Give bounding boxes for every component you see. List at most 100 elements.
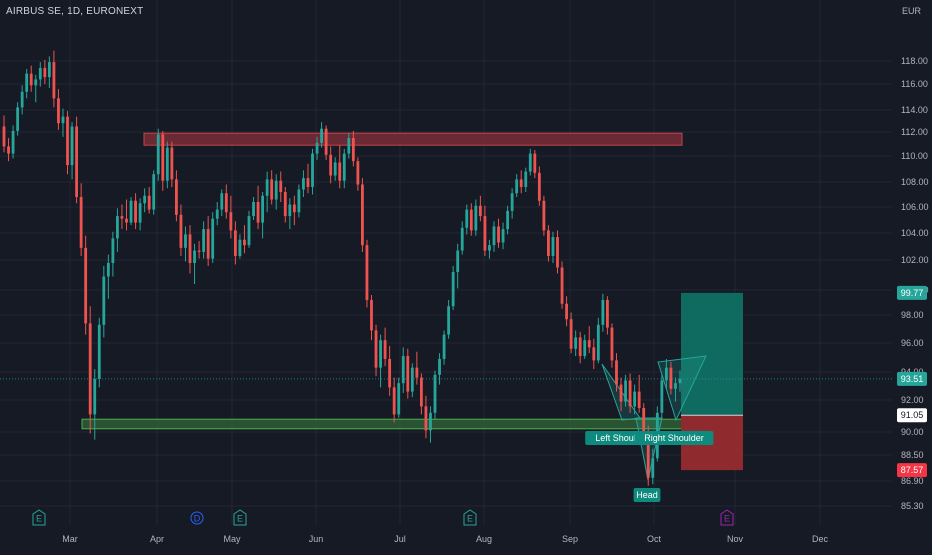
event-marker-0[interactable]: E [32, 509, 46, 526]
candle [651, 448, 655, 485]
candle-body [206, 229, 210, 259]
candle-body [478, 205, 482, 217]
x-tick-label: Jul [394, 534, 406, 544]
candle [265, 171, 269, 213]
candle-body [474, 205, 478, 231]
y-tick-label: 118.00 [901, 56, 928, 66]
candle-body [138, 203, 142, 223]
candle [311, 148, 314, 195]
candle-body [292, 204, 296, 213]
event-marker-4[interactable]: E [720, 509, 734, 526]
candle [410, 363, 414, 398]
event-marker-1[interactable]: D [190, 511, 204, 525]
earnings-marker-shape [32, 509, 46, 526]
event-marker-3[interactable]: E [463, 509, 477, 526]
candle [302, 170, 305, 197]
candle [38, 62, 42, 87]
candle [197, 241, 201, 259]
candle-body [61, 116, 65, 124]
candle [537, 166, 541, 206]
candle [120, 204, 124, 230]
event-marker-label: E [237, 514, 243, 524]
price-axis[interactable]: 118.00 116.00 114.00 112.00 110.00 108.00 106.… [901, 56, 929, 511]
currency-label: EUR [902, 6, 922, 16]
candle-body [547, 230, 550, 256]
candle [533, 150, 537, 179]
candle [669, 361, 673, 395]
candle-body [347, 138, 351, 154]
candle [392, 377, 396, 423]
head-label-text: Head [636, 490, 658, 500]
y-tick-label: 108.00 [901, 177, 929, 187]
candle-body [333, 162, 337, 176]
candle [29, 65, 33, 92]
resistance-zone[interactable] [143, 132, 683, 146]
candle [370, 295, 373, 341]
candle [388, 345, 392, 396]
candle [229, 195, 233, 239]
candle [233, 221, 237, 265]
right-shoulder-label-text: Right Shoulder [644, 433, 704, 443]
candle-body [678, 378, 682, 384]
candle-body [88, 323, 92, 415]
candle [206, 216, 210, 266]
candle [97, 317, 101, 388]
candle [347, 133, 351, 159]
candle-body [451, 272, 455, 307]
candle-body [156, 134, 160, 175]
candle [329, 146, 333, 184]
candle [619, 377, 623, 412]
badge-value: 91.05 [901, 410, 924, 420]
y-tick-label: 98.00 [901, 310, 924, 320]
candle-body [442, 334, 446, 359]
candle [125, 199, 128, 231]
y-tick-label: 110.00 [901, 151, 928, 161]
candle-body [379, 340, 382, 368]
candle-body [419, 377, 423, 407]
time-axis[interactable]: Mar Apr May Jun Jul Aug Sep Oct Nov Dec [62, 534, 828, 544]
badge-value: 93.51 [901, 374, 924, 384]
support-zone[interactable] [81, 418, 687, 430]
candle [415, 351, 419, 385]
event-marker-2[interactable]: E [233, 509, 247, 526]
candle [211, 212, 215, 263]
last-price-badge: 93.51 [897, 371, 927, 386]
candle-body [433, 374, 437, 413]
candle-body [519, 179, 523, 187]
candle-body [75, 126, 78, 197]
x-tick-label: Nov [727, 534, 744, 544]
candle-body [261, 195, 265, 223]
y-tick-label: 112.00 [901, 127, 928, 137]
badge-bg [897, 371, 927, 386]
candle-body [633, 391, 637, 407]
candle-body [424, 406, 428, 431]
candle-body [383, 340, 387, 359]
candle [397, 377, 401, 418]
candle [297, 184, 301, 218]
candle-body [515, 179, 519, 194]
candle [456, 243, 460, 289]
candle [379, 334, 382, 388]
candle [292, 195, 296, 226]
candle-body [302, 178, 305, 190]
candle [510, 188, 514, 219]
event-marker-label: E [467, 514, 473, 524]
x-tick-label: May [223, 534, 241, 544]
candle [143, 188, 147, 213]
candle-body [247, 216, 251, 246]
profit-zone[interactable] [681, 292, 743, 416]
candle-body [361, 184, 364, 246]
badge-value: 99.77 [901, 288, 924, 298]
grid-lines [0, 0, 892, 525]
candle-body [161, 134, 165, 181]
candle [351, 130, 355, 167]
candle-body [533, 153, 537, 173]
candle-body [116, 216, 119, 239]
candle [578, 331, 582, 364]
candle-body [601, 300, 605, 325]
candle-body [125, 218, 128, 223]
candle-body [642, 408, 646, 434]
